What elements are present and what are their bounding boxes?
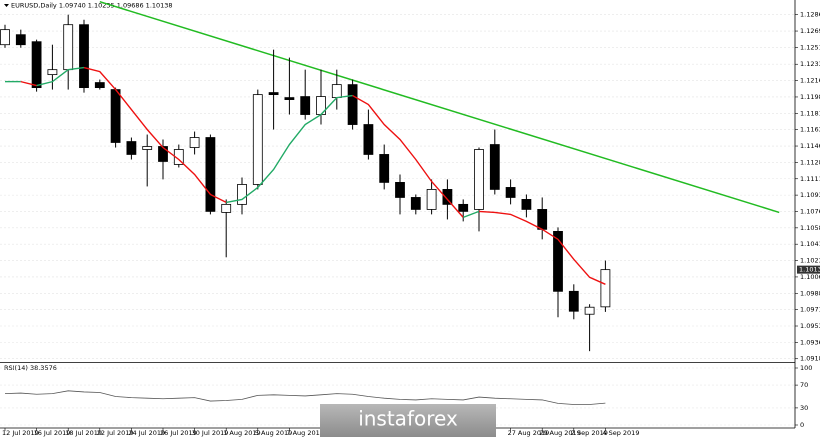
candle-body xyxy=(568,290,579,312)
rsi-tick-label: 70 xyxy=(800,381,808,389)
candle-body xyxy=(189,137,200,148)
candle-body xyxy=(252,94,263,185)
candle-body xyxy=(173,149,184,165)
candle-body xyxy=(379,154,390,183)
candle-body xyxy=(331,84,342,99)
y-tick-label: 1.10585 xyxy=(800,224,820,232)
x-tick-label: 22 Jul 2019 xyxy=(97,429,134,437)
y-tick-label: 1.10060 xyxy=(800,273,820,281)
y-tick-label: 1.12515 xyxy=(800,43,820,51)
candle-body xyxy=(268,92,279,96)
y-tick-label: 1.09535 xyxy=(800,322,820,330)
candle-body xyxy=(474,149,484,210)
candle-body xyxy=(158,146,168,162)
watermark-box xyxy=(320,404,496,437)
candle-body xyxy=(300,96,311,115)
y-tick-label: 1.11985 xyxy=(800,93,820,101)
y-tick-label: 1.09360 xyxy=(800,338,820,346)
x-tick-label: 1 Aug 2019 xyxy=(223,429,261,437)
candle-body xyxy=(600,269,611,308)
candle-body xyxy=(126,141,137,155)
x-tick-label: 29 Aug 2019 xyxy=(539,429,581,437)
x-tick-label: 27 Aug 2019 xyxy=(508,429,550,437)
candle-body xyxy=(79,24,89,89)
candle-body xyxy=(537,209,548,230)
y-tick-label: 1.11635 xyxy=(800,126,820,134)
candle-body xyxy=(142,146,153,150)
y-tick-label: 1.10760 xyxy=(800,207,820,215)
y-tick-label: 1.12160 xyxy=(800,77,820,85)
candle-body xyxy=(47,69,58,76)
moving-average xyxy=(462,210,480,219)
candle-body xyxy=(363,124,374,155)
candle-body xyxy=(221,203,232,213)
candle-body xyxy=(442,189,453,205)
y-tick-label: 1.09185 xyxy=(800,355,820,363)
candle-body xyxy=(553,230,563,292)
y-tick-label: 1.10935 xyxy=(800,191,820,199)
y-tick-label: 1.09885 xyxy=(800,289,820,297)
moving-average xyxy=(20,80,37,87)
y-tick-label: 1.10235 xyxy=(800,257,820,265)
trendline xyxy=(99,0,780,214)
candle-body xyxy=(426,189,437,210)
candle-body xyxy=(15,34,26,46)
price-label: 1.10138 xyxy=(799,266,820,274)
x-tick-label: 30 Jul 2019 xyxy=(192,429,229,437)
candle-body xyxy=(205,137,216,212)
moving-average xyxy=(226,94,353,204)
y-tick-label: 1.12690 xyxy=(800,27,820,35)
watermark-text: instaforex xyxy=(358,407,458,431)
title-icon xyxy=(4,4,9,7)
price-label-box xyxy=(797,265,820,274)
candle-body xyxy=(410,197,421,210)
rsi-tick-label: 30 xyxy=(800,404,808,412)
moving-average xyxy=(352,94,464,218)
candle-body xyxy=(31,41,42,89)
candle-body xyxy=(237,184,247,205)
x-tick-label: 18 Jul 2019 xyxy=(65,429,102,437)
x-tick-label: 12 Jul 2019 xyxy=(2,429,39,437)
y-tick-label: 1.11110 xyxy=(800,175,820,183)
rsi-tick-label: 0 xyxy=(800,421,804,429)
y-tick-label: 1.12865 xyxy=(800,11,820,19)
candle-body xyxy=(505,187,516,198)
candle-body xyxy=(395,182,405,198)
moving-average xyxy=(36,66,85,87)
candle-body xyxy=(0,29,10,46)
y-tick-label: 1.12335 xyxy=(800,60,820,68)
moving-average xyxy=(83,66,227,204)
rsi-tick-label: 100 xyxy=(800,364,812,372)
candle-body xyxy=(489,144,500,190)
moving-average xyxy=(478,210,606,285)
y-tick-label: 1.11285 xyxy=(800,158,820,166)
candle-body xyxy=(458,203,469,212)
rsi-label: RSI(14) 38.3576 xyxy=(4,364,57,372)
y-tick-label: 1.10410 xyxy=(800,240,820,248)
candle-body xyxy=(284,97,295,100)
candle-body xyxy=(521,199,532,210)
x-tick-label: 4 Sep 2019 xyxy=(602,429,639,437)
y-tick-label: 1.09710 xyxy=(800,306,820,314)
candle-body xyxy=(94,82,105,89)
x-tick-label: 16 Jul 2019 xyxy=(34,429,71,437)
candle-body xyxy=(63,24,74,71)
candle-body xyxy=(584,306,595,315)
x-tick-label: 24 Jul 2019 xyxy=(128,429,165,437)
x-tick-label: 5 Aug 2019 xyxy=(255,429,293,437)
x-tick-label: 2 Sep 2019 xyxy=(571,429,608,437)
x-tick-label: 7 Aug 2019 xyxy=(286,429,324,437)
y-tick-label: 1.11810 xyxy=(800,109,820,117)
watermark: instaforex xyxy=(320,404,496,437)
y-tick-label: 1.11460 xyxy=(800,142,820,150)
candle-body xyxy=(110,89,121,143)
rsi-line xyxy=(4,390,606,405)
chart-title: EURUSD,Daily 1.09740 1.10235 1.09686 1.1… xyxy=(11,2,173,10)
candle-body xyxy=(347,84,358,125)
x-tick-label: 26 Jul 2019 xyxy=(160,429,197,437)
